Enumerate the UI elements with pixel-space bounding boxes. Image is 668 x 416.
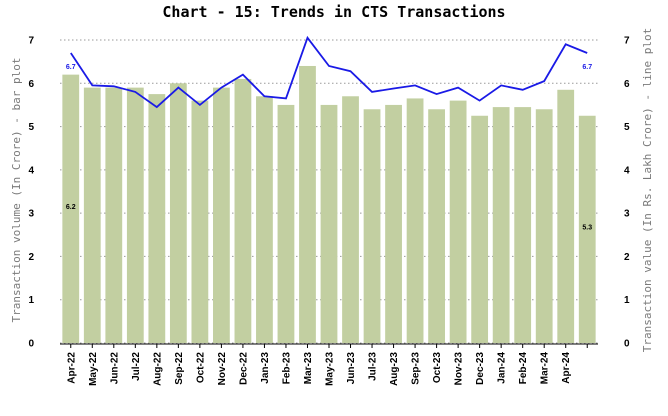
line-series-path <box>70 35 588 109</box>
x-tick-label-8: Dec-22 <box>238 352 249 385</box>
y-axis-left-label: Transaction volume (In Crore) - bar plot <box>10 58 23 323</box>
x-tick-label-4: Aug-22 <box>152 352 163 386</box>
bar-14 <box>363 109 381 343</box>
data-labels: 6.2 5.3 6.7 6.7 <box>66 64 592 231</box>
x-tick-label-1: May-22 <box>88 352 99 386</box>
bar-9 <box>256 96 273 344</box>
x-tick-label-9: Jan-23 <box>260 352 271 384</box>
y-tick-right-7: 7 <box>624 36 630 47</box>
x-tick-label-17: Oct-23 <box>432 352 443 384</box>
y-tick-right-2: 2 <box>624 252 630 263</box>
bar-1 <box>83 87 101 343</box>
bar-4 <box>148 94 166 343</box>
x-tick-label-2: Jun-22 <box>109 352 120 385</box>
x-tick-label-13: Jun-23 <box>346 352 357 385</box>
bar-data-label-24: 5.3 <box>582 224 592 231</box>
bar-24 <box>578 115 596 343</box>
x-tick-label-22: Mar-24 <box>540 352 551 385</box>
bar-17 <box>428 109 445 343</box>
y-tick-left-2: 2 <box>28 252 34 263</box>
line-data-label-24: 6.7 <box>582 64 592 71</box>
bar-23 <box>557 89 575 344</box>
x-tick-label-21: Feb-24 <box>518 352 529 385</box>
bar-8 <box>234 78 252 343</box>
x-tick-label-6: Oct-22 <box>195 352 206 384</box>
bar-0 <box>62 74 80 343</box>
y-tick-left-1: 1 <box>28 295 34 306</box>
bar-15 <box>385 104 402 343</box>
line-data-label-0: 6.7 <box>66 64 76 71</box>
bar-19 <box>471 115 489 343</box>
bar-12 <box>320 104 338 343</box>
chart-title: Chart - 15: Trends in CTS Transactions <box>162 3 505 21</box>
x-tick-label-14: Jul-23 <box>368 352 379 381</box>
x-tick-label-5: Sep-22 <box>174 352 185 385</box>
bar-10 <box>277 104 295 343</box>
bar-22 <box>535 109 553 343</box>
y-tick-left-5: 5 <box>28 122 34 133</box>
bar-2 <box>105 87 123 343</box>
y-tick-left-0: 0 <box>28 339 34 350</box>
bar-3 <box>126 87 144 343</box>
x-tick-label-12: May-23 <box>325 352 336 386</box>
y-tick-right-1: 1 <box>624 295 630 306</box>
x-tick-label-11: Mar-23 <box>303 352 314 385</box>
x-tick-label-15: Aug-23 <box>389 352 400 386</box>
x-tick-label-19: Dec-23 <box>475 352 486 385</box>
y-tick-right-5: 5 <box>624 122 630 133</box>
y-tick-left-7: 7 <box>28 36 34 47</box>
bar-5 <box>169 83 187 344</box>
bar-7 <box>213 87 230 343</box>
y-tick-right-6: 6 <box>624 79 630 90</box>
y-tick-right-0: 0 <box>624 339 630 350</box>
y-axis-right-label: Transaction value (In Rs. Lakh Crore) - … <box>641 28 654 353</box>
bar-11 <box>299 65 316 343</box>
line-series <box>70 35 588 109</box>
bar-18 <box>449 100 467 343</box>
x-tick-label-16: Sep-23 <box>411 352 422 385</box>
y-tick-right-3: 3 <box>624 209 630 220</box>
bar-21 <box>514 107 532 343</box>
bar-data-label-0: 6.2 <box>66 204 76 211</box>
bar-6 <box>191 100 209 343</box>
x-tick-label-18: Nov-23 <box>454 352 465 386</box>
x-tick-label-20: Jan-24 <box>497 352 508 384</box>
axes: 0 0 1 1 2 2 3 3 4 4 5 5 6 6 7 7 Apr-22 May-22 Jun-22 Jul-22… <box>28 36 630 386</box>
y-tick-left-6: 6 <box>28 79 34 90</box>
x-tick-label-23: Apr-24 <box>561 352 572 384</box>
x-tick-label-3: Jul-22 <box>131 352 142 381</box>
x-tick-label-7: Nov-22 <box>217 352 228 386</box>
bar-13 <box>342 96 359 344</box>
bar-series <box>62 65 596 344</box>
x-tick-label-10: Feb-23 <box>281 352 292 385</box>
bar-20 <box>492 107 510 343</box>
x-tick-label-0: Apr-22 <box>66 352 77 384</box>
y-tick-right-4: 4 <box>624 165 630 176</box>
bar-16 <box>406 98 424 343</box>
y-tick-left-3: 3 <box>28 209 34 220</box>
y-tick-left-4: 4 <box>28 165 34 176</box>
